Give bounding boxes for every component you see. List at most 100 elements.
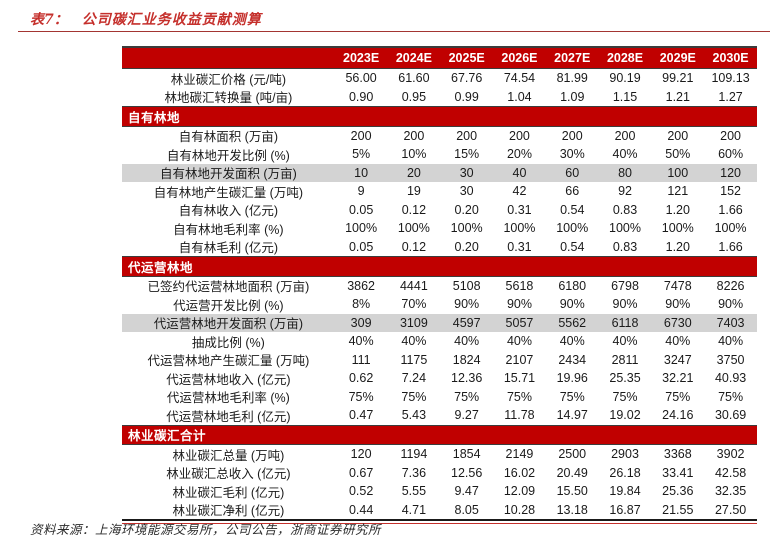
column-header: 2029E [659,51,696,65]
section-header-row: 林业碳汇合计 [122,424,757,445]
row-value: 90.19 [609,71,641,86]
row-value: 24.16 [662,408,694,423]
row-value: 20.49 [556,465,588,480]
row-value: 70% [401,297,427,312]
row-value: 20 [406,165,421,180]
row-value: 109.13 [711,71,750,86]
column-header: 2027E [554,51,591,65]
row-value: 11.78 [504,408,535,423]
row-value: 5562 [558,315,587,330]
row-value: 75% [348,389,374,404]
row-value: 40% [401,334,427,349]
row-value: 5% [352,147,371,162]
row-value: 25.36 [662,484,694,499]
column-header: 2030E [712,51,749,65]
row-label: 自有林收入 (亿元) [178,204,279,219]
row-value: 111 [351,352,371,367]
row-label: 林业碳汇净利 (亿元) [172,504,285,519]
row-value: 40 [512,165,527,180]
row-value: 100% [397,221,430,236]
row-value: 4.71 [401,502,427,517]
row-value: 10% [401,147,427,162]
table-bottom-border [122,519,757,522]
column-header: 2023E [343,51,380,65]
row-value: 90% [559,297,585,312]
row-value: 1.20 [665,202,690,217]
row-value: 20% [506,147,532,162]
row-value: 40% [612,147,638,162]
section-header-label: 自有林地 [128,110,181,125]
row-value: 75% [559,389,585,404]
table-row: 自有林地开发面积 (万亩) 10 20 30 40 60 80 100 120 [122,163,757,182]
table-body: 林业碳汇价格 (元/吨) 56.00 61.60 67.76 74.54 81.99 90.… [122,69,757,519]
row-value: 90% [665,297,691,312]
row-value: 200 [561,128,583,143]
row-value: 0.54 [560,202,585,217]
row-value: 100% [450,221,483,236]
section-header-row: 自有林地 [122,106,757,127]
row-value: 200 [509,128,530,143]
row-value: 3109 [399,315,428,330]
table-row: 林业碳汇总量 (万吨) 120 1194 1854 2149 2500 2903 3368 39… [122,445,757,464]
row-value: 40% [454,334,480,349]
row-label: 已签约代运营林地面积 (万亩) [147,280,310,295]
table-row: 自有林毛利 (亿元) 0.05 0.12 0.20 0.31 0.54 0.83 1.20 1.… [122,238,757,257]
row-label: 抽成比例 (%) [191,335,265,350]
row-label: 自有林地毛利率 (%) [173,222,284,237]
row-value: 200 [403,128,425,143]
table-row: 代运营林地收入 (亿元) 0.62 7.24 12.36 15.71 19.96 25.35… [122,369,757,388]
row-value: 1854 [452,447,481,462]
row-value: 25.35 [609,371,641,386]
row-value: 1175 [400,352,428,367]
row-value: 12.36 [451,371,483,386]
row-label: 代运营林地收入 (亿元) [166,372,291,387]
table-row: 自有林地产生碳汇量 (万吨) 9 19 30 42 66 92 121 152 [122,182,757,201]
row-value: 309 [350,315,372,330]
row-value: 6798 [611,278,639,293]
row-value: 14.97 [556,408,588,423]
row-value: 15.50 [556,484,588,499]
section-header-row: 代运营林地 [122,256,757,277]
row-value: 7478 [663,278,692,293]
table-row: 林地碳汇转换量 (吨/亩) 0.90 0.95 0.99 1.04 1.09 1.15 1.2… [122,88,757,107]
row-value: 1.04 [507,89,532,104]
row-value: 0.47 [348,408,374,423]
row-value: 1824 [452,352,481,367]
row-value: 100% [714,221,747,236]
row-value: 0.12 [401,202,427,217]
row-value: 90% [718,297,744,312]
row-value: 16.02 [503,465,536,480]
row-value: 12.09 [503,484,536,499]
row-value: 1194 [400,447,428,462]
row-value: 90% [506,297,532,312]
row-value: 40% [665,334,691,349]
row-value: 3862 [347,278,376,293]
row-value: 16.87 [609,502,641,517]
row-value: 7.24 [401,371,427,386]
carbon-forecast-table: 2023E 2024E 2025E 2026E 2027E 2028E 2029E 2030E… [122,46,757,524]
row-value: 3902 [716,447,745,462]
row-value: 60 [565,165,580,180]
table-row: 代运营林地毛利率 (%) 75% 75% 75% 75% 75% 75% 75% 75% [122,388,757,407]
row-value: 0.44 [348,502,374,517]
row-value: 66 [565,184,580,199]
row-value: 5.55 [401,484,427,499]
row-value: 1.21 [665,89,690,104]
row-value: 5.43 [401,408,427,423]
row-value: 4441 [399,278,428,293]
row-label: 林业碳汇毛利 (亿元) [172,485,285,500]
row-value: 0.12 [401,239,427,254]
row-value: 100% [345,221,378,236]
row-value: 8226 [716,278,745,293]
table-row: 林业碳汇净利 (亿元) 0.44 4.71 8.05 10.28 13.18 16.87 21… [122,501,757,520]
table-row: 代运营开发比例 (%) 8% 70% 90% 90% 90% 90% 90% 90% [122,295,757,314]
row-value: 0.67 [348,465,374,480]
row-value: 0.52 [348,484,374,499]
row-value: 152 [720,184,741,199]
row-value: 0.90 [348,89,374,104]
column-header: 2025E [448,51,485,65]
row-value: 61.60 [398,71,430,86]
row-value: 2811 [611,352,639,367]
row-value: 74.54 [503,71,536,86]
row-value: 0.54 [560,239,585,254]
